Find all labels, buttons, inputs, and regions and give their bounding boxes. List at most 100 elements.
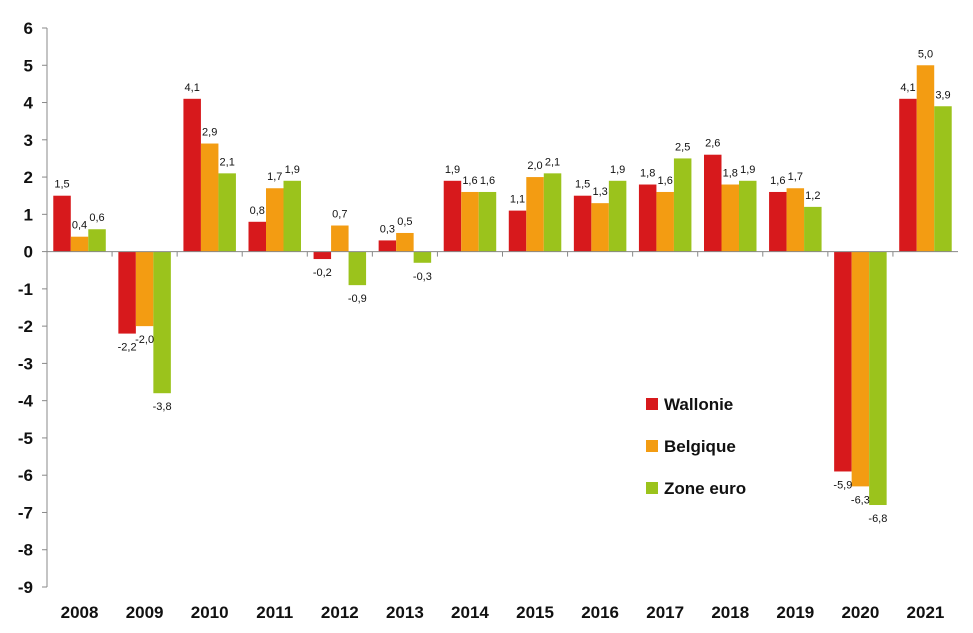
bar-belgique-2021 <box>916 65 935 252</box>
data-label: 0,3 <box>380 223 395 235</box>
bar-zone-euro-2013 <box>413 251 432 263</box>
y-tick-label: 6 <box>24 19 33 38</box>
x-tick-label: 2017 <box>646 603 684 622</box>
y-tick-label: -2 <box>18 317 33 336</box>
bar-belgique-2009 <box>135 251 154 327</box>
y-tick-label: 4 <box>24 94 34 113</box>
data-label: 0,8 <box>250 205 265 217</box>
data-labels: 1,5 -2,2 4,1 0,8 -0,2 0,3 1,9 1,1 1,5 1,8 2,6 1,6 -5… <box>54 48 950 525</box>
bar-zone-euro-2020 <box>869 251 887 506</box>
data-label: 2,1 <box>545 156 560 168</box>
data-label: 1,5 <box>575 179 590 191</box>
bars <box>53 65 952 506</box>
data-label: 2,1 <box>220 156 235 168</box>
x-tick-label: 2012 <box>321 603 359 622</box>
bar-belgique-2013 <box>396 232 414 252</box>
legend-swatch-wallonie <box>646 398 658 410</box>
bar-zone-euro-2015 <box>543 173 562 252</box>
data-label: -6,8 <box>868 513 887 525</box>
y-tick-label: -3 <box>18 354 33 373</box>
bar-wallonie-2014 <box>443 180 462 252</box>
y-tick-label: 5 <box>24 56 33 75</box>
x-tick-label: 2020 <box>841 603 879 622</box>
x-tick-label: 2008 <box>61 603 99 622</box>
bar-belgique-2008 <box>70 236 89 252</box>
bar-zone-euro-2017 <box>673 158 692 252</box>
bar-zone-euro-2019 <box>804 206 822 252</box>
data-label: 4,1 <box>185 82 200 94</box>
data-label: 2,0 <box>527 160 542 172</box>
data-label: 1,8 <box>640 168 655 180</box>
data-label: 0,6 <box>89 212 104 224</box>
y-tick-label: 3 <box>24 131 33 150</box>
data-label: 5,0 <box>918 48 933 60</box>
data-label: 2,9 <box>202 127 217 139</box>
y-tick-label: 1 <box>24 205 33 224</box>
bar-zone-euro-2011 <box>283 180 301 252</box>
x-axis: 2008 2009 2010 2011 2012 2013 2014 2015 2016 2017… <box>47 251 958 622</box>
data-label: 3,9 <box>935 89 950 101</box>
x-tick-label: 2011 <box>256 603 293 622</box>
bar-wallonie-2011 <box>248 221 266 252</box>
bar-wallonie-2020 <box>834 251 852 472</box>
bar-wallonie-2016 <box>573 195 592 252</box>
data-label: 1,5 <box>54 179 69 191</box>
bar-wallonie-2009 <box>118 251 136 334</box>
data-label: -2,2 <box>118 342 137 354</box>
y-axis: 6 5 4 3 2 1 0 -1 -2 -3 -4 -5 -6 -7 -8 -9 <box>18 19 48 597</box>
bar-belgique-2014 <box>461 191 479 252</box>
bar-wallonie-2017 <box>638 184 657 252</box>
bar-zone-euro-2010 <box>218 173 236 252</box>
x-tick-label: 2015 <box>516 603 554 622</box>
bar-belgique-2012 <box>331 225 349 252</box>
data-label: -3,8 <box>153 401 172 413</box>
data-label: 1,1 <box>510 194 525 206</box>
bar-belgique-2018 <box>721 184 739 252</box>
data-label: 1,7 <box>267 171 282 183</box>
data-label: 1,6 <box>770 175 785 187</box>
bar-belgique-2010 <box>200 143 219 252</box>
data-label: -0,2 <box>313 267 332 279</box>
x-tick-label: 2021 <box>907 603 945 622</box>
x-tick-label: 2009 <box>126 603 164 622</box>
x-tick-label: 2010 <box>191 603 229 622</box>
data-label: 0,7 <box>332 209 347 221</box>
data-label: -5,9 <box>833 479 852 491</box>
x-tick-label: 2013 <box>386 603 424 622</box>
bar-belgique-2016 <box>591 203 609 252</box>
data-label: 1,6 <box>462 175 477 187</box>
legend-label: Belgique <box>664 437 736 456</box>
data-label: 2,6 <box>705 138 720 150</box>
x-tick-label: 2019 <box>776 603 814 622</box>
bar-wallonie-2018 <box>704 154 722 252</box>
y-tick-label: -7 <box>18 503 33 522</box>
bar-wallonie-2019 <box>769 191 787 252</box>
x-tick-label: 2016 <box>581 603 619 622</box>
y-tick-label: -6 <box>18 466 33 485</box>
bar-wallonie-2015 <box>508 210 527 252</box>
data-label: 4,1 <box>900 82 915 94</box>
y-tick-label: 2 <box>24 168 33 187</box>
bar-belgique-2011 <box>266 188 284 252</box>
data-label: -0,3 <box>413 271 432 283</box>
legend-label: Wallonie <box>664 395 733 414</box>
bar-zone-euro-2008 <box>88 229 106 252</box>
bar-zone-euro-2021 <box>934 106 952 252</box>
bar-zone-euro-2009 <box>153 251 171 394</box>
y-tick-label: -1 <box>18 280 33 299</box>
bar-belgique-2015 <box>526 177 544 252</box>
bar-belgique-2020 <box>851 251 870 487</box>
bar-zone-euro-2012 <box>348 251 367 286</box>
bar-zone-euro-2016 <box>608 180 627 252</box>
legend-swatch-zone-euro <box>646 482 658 494</box>
y-tick-label: -9 <box>18 578 33 597</box>
data-label: 0,5 <box>397 216 412 228</box>
y-tick-label: -5 <box>18 429 33 448</box>
bar-wallonie-2008 <box>53 195 71 252</box>
bar-belgique-2019 <box>786 188 805 252</box>
y-tick-label: 0 <box>24 243 33 262</box>
data-label: 1,9 <box>285 164 300 176</box>
data-label: 0,4 <box>72 220 87 232</box>
legend-label: Zone euro <box>664 479 746 498</box>
